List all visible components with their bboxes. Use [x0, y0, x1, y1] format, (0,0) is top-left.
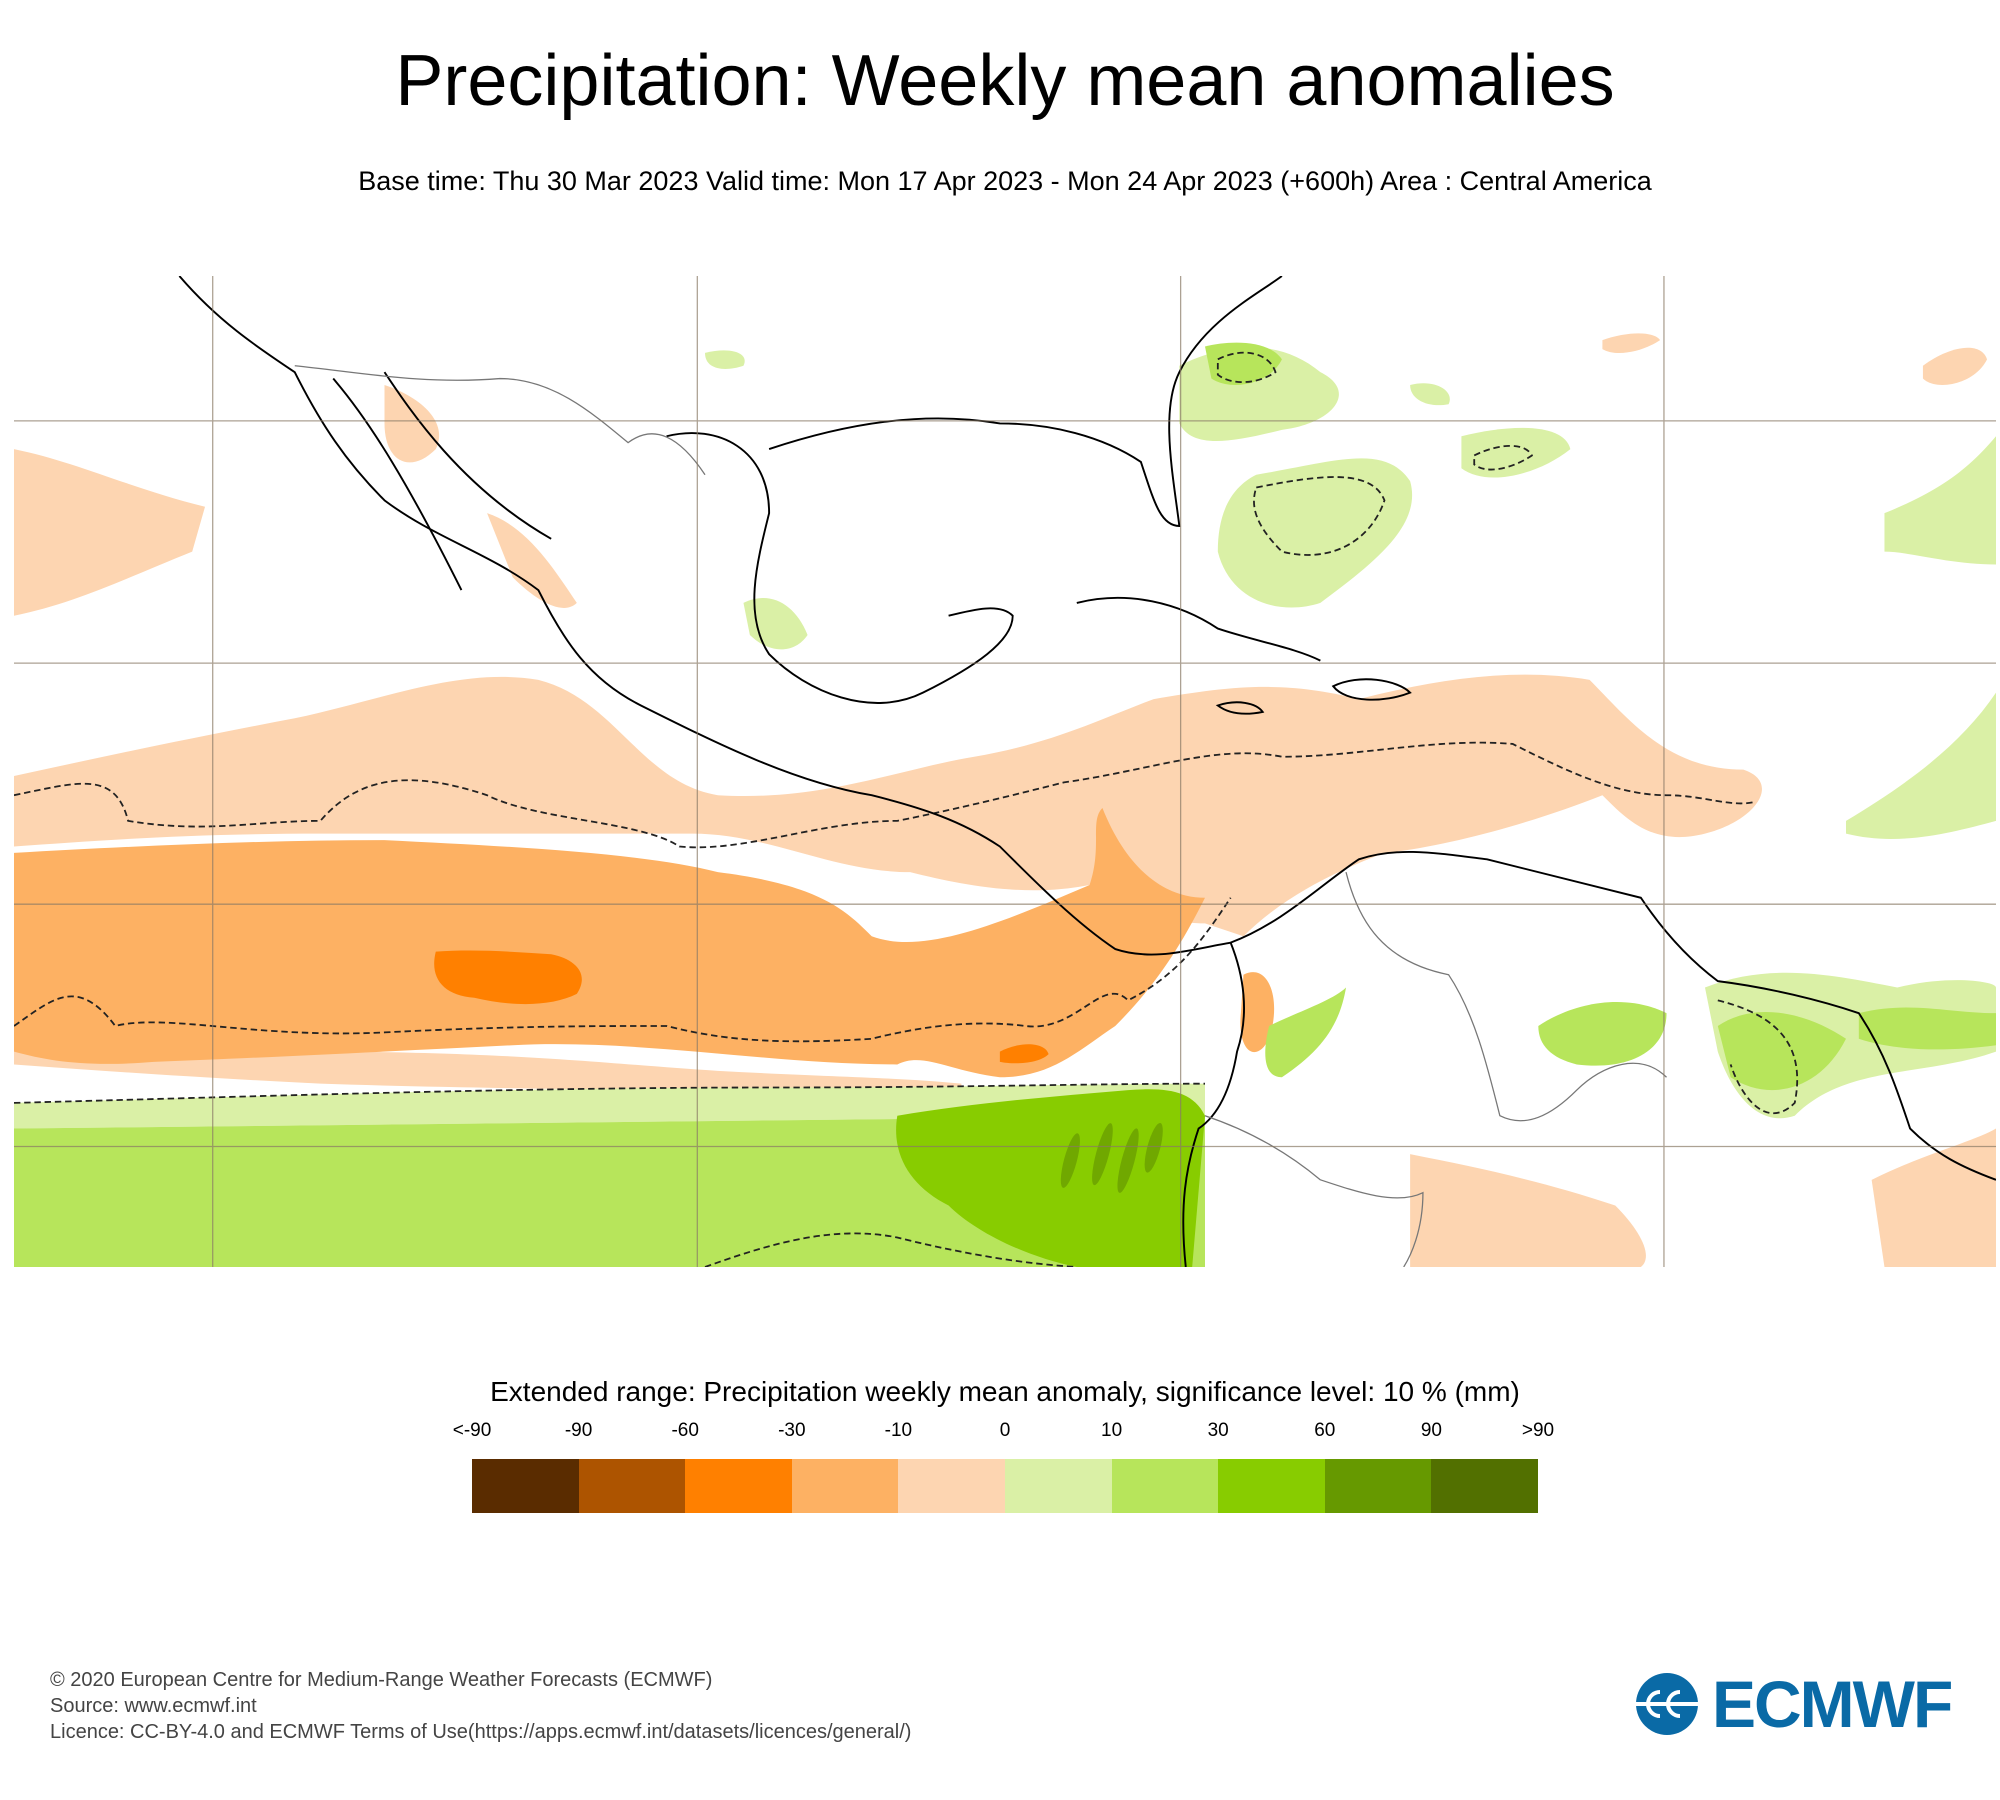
legend-labels: <-90 -90 -60 -30 -10 0 10 30 60 90 >90 [453, 1420, 1554, 1444]
anomaly-moderate-negative [14, 808, 1275, 1078]
footer: © 2020 European Centre for Medium-Range … [50, 1667, 911, 1745]
legend-color-swatch [1431, 1459, 1538, 1513]
legend-color-swatch [1111, 1459, 1219, 1513]
graticule [14, 276, 1996, 1267]
licence-text: Licence: CC-BY-4.0 and ECMWF Terms of Us… [50, 1721, 912, 1743]
ecmwf-logo-icon [1628, 1673, 1706, 1735]
ecmwf-logo: ECMWF [1628, 1667, 1968, 1741]
legend-color-swatch [791, 1459, 899, 1513]
legend-color-swatch [1218, 1459, 1325, 1513]
legend-color-swatch [685, 1459, 792, 1513]
copyright-text: © 2020 European Centre for Medium-Range … [50, 1669, 713, 1691]
legend-label: 0 [999, 1420, 1011, 1441]
legend-label: -90 [564, 1420, 593, 1441]
borders [294, 365, 1667, 1267]
ecmwf-logo-text: ECMWF [1712, 1667, 1953, 1741]
anomaly-light-negative [14, 333, 1996, 1267]
legend-label: <-90 [452, 1420, 492, 1441]
legend-label: -30 [778, 1420, 806, 1441]
legend-label: 90 [1420, 1420, 1442, 1441]
significance-contours [14, 351, 1799, 1267]
page-subtitle: Base time: Thu 30 Mar 2023 Valid time: M… [358, 166, 1652, 196]
legend-color-swatch [578, 1459, 686, 1513]
source-text: Source: www.ecmwf.int [50, 1695, 257, 1717]
legend-color-swatch [1324, 1459, 1432, 1513]
anomaly-strong-positive [896, 1089, 1205, 1267]
legend-color-bar [472, 1459, 1538, 1513]
anomaly-strong-negative [434, 950, 1049, 1064]
legend-label: -60 [671, 1420, 699, 1441]
legend-label: 10 [1101, 1420, 1123, 1441]
legend-label: 30 [1207, 1420, 1229, 1441]
legend-color-swatch [898, 1459, 1005, 1513]
legend-label: -10 [884, 1420, 913, 1441]
coastlines [178, 276, 1996, 1267]
legend-label: 60 [1314, 1420, 1336, 1441]
precipitation-anomaly-map [14, 276, 1996, 1267]
legend-color-swatch [472, 1459, 579, 1513]
legend-title: Extended range: Precipitation weekly mea… [490, 1376, 1520, 1407]
page-title: Precipitation: Weekly mean anomalies [395, 41, 1615, 121]
legend-color-swatch [1004, 1459, 1112, 1513]
legend-label: >90 [1521, 1420, 1555, 1441]
